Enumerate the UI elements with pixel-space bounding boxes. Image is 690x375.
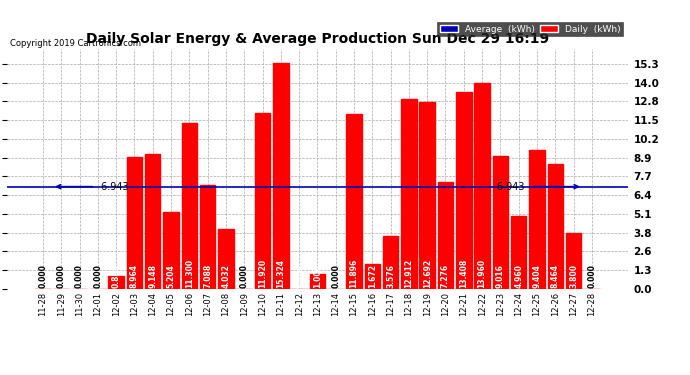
Text: 9.404: 9.404 <box>533 264 542 288</box>
Bar <box>181 123 197 289</box>
Bar <box>474 84 490 289</box>
Text: 12.692: 12.692 <box>423 259 432 288</box>
Bar <box>456 92 471 289</box>
Bar <box>548 164 563 289</box>
Bar <box>108 276 124 289</box>
Text: 0.004: 0.004 <box>295 264 304 288</box>
Text: 15.324: 15.324 <box>276 259 285 288</box>
Text: 7.088: 7.088 <box>203 264 212 288</box>
Text: 11.896: 11.896 <box>350 259 359 288</box>
Text: 0.000: 0.000 <box>331 264 340 288</box>
Text: 3.800: 3.800 <box>569 264 578 288</box>
Bar <box>383 236 398 289</box>
Legend: Average  (kWh), Daily  (kWh): Average (kWh), Daily (kWh) <box>437 22 623 36</box>
Bar <box>493 156 508 289</box>
Text: 8.464: 8.464 <box>551 264 560 288</box>
Text: 12.912: 12.912 <box>404 259 413 288</box>
Text: 9.148: 9.148 <box>148 264 157 288</box>
Bar <box>273 63 288 289</box>
Text: 0.888: 0.888 <box>112 264 121 288</box>
Bar <box>310 274 325 289</box>
Text: 5.204: 5.204 <box>166 264 175 288</box>
Text: 11.920: 11.920 <box>258 259 267 288</box>
Bar <box>218 230 234 289</box>
Text: 1.672: 1.672 <box>368 264 377 288</box>
Text: 11.300: 11.300 <box>185 259 194 288</box>
Bar <box>145 154 161 289</box>
Text: 0.000: 0.000 <box>239 264 248 288</box>
Bar <box>401 99 417 289</box>
Text: 0.000: 0.000 <box>39 264 48 288</box>
Bar <box>164 212 179 289</box>
Text: 0.000: 0.000 <box>75 264 84 288</box>
Text: 13.960: 13.960 <box>477 259 486 288</box>
Text: 3.576: 3.576 <box>386 264 395 288</box>
Text: 0.000: 0.000 <box>57 264 66 288</box>
Text: 8.964: 8.964 <box>130 264 139 288</box>
Text: 6.943: 6.943 <box>57 182 128 192</box>
Title: Daily Solar Energy & Average Production Sun Dec 29 16:19: Daily Solar Energy & Average Production … <box>86 32 549 46</box>
Bar <box>200 184 215 289</box>
Text: 7.276: 7.276 <box>441 264 450 288</box>
Bar <box>566 233 582 289</box>
Text: 4.960: 4.960 <box>514 264 523 288</box>
Text: 1.000: 1.000 <box>313 264 322 288</box>
Text: 4.032: 4.032 <box>221 264 230 288</box>
Bar <box>127 157 142 289</box>
Bar <box>511 216 526 289</box>
Text: 13.408: 13.408 <box>460 259 469 288</box>
Bar <box>437 182 453 289</box>
Text: 0.000: 0.000 <box>587 264 596 288</box>
Bar <box>420 102 435 289</box>
Bar <box>364 264 380 289</box>
Text: Copyright 2019 Cartronics.com: Copyright 2019 Cartronics.com <box>10 39 141 48</box>
Text: 9.016: 9.016 <box>496 264 505 288</box>
Text: 6.943: 6.943 <box>497 182 578 192</box>
Text: 0.000: 0.000 <box>93 264 102 288</box>
Bar <box>255 114 270 289</box>
Bar <box>346 114 362 289</box>
Bar <box>529 150 545 289</box>
